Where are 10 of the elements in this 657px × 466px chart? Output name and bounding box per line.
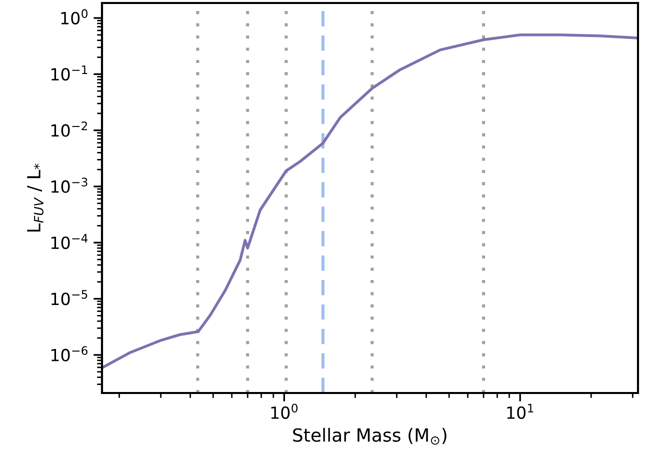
y-tick-label: 10$^{−1}$: [51, 65, 88, 81]
y-tick-label: 10$^{−2}$: [51, 121, 88, 137]
y-tick-label: 10$^{−3}$: [51, 178, 88, 193]
y-tick-label: 10$^{−4}$: [51, 234, 88, 250]
y-tick-label: 10$^{0}$: [61, 9, 88, 24]
x-tick-label: 10$^{1}$: [507, 404, 534, 419]
x-axis-title: Stellar Mass (M$_{⊙}$): [293, 428, 446, 445]
y-axis-title: L$_{FUV}$ / L$_{*}$: [27, 164, 44, 232]
y-tick-label: 10$^{−6}$: [51, 346, 88, 362]
y-tick-label: 10$^{−5}$: [51, 290, 88, 306]
